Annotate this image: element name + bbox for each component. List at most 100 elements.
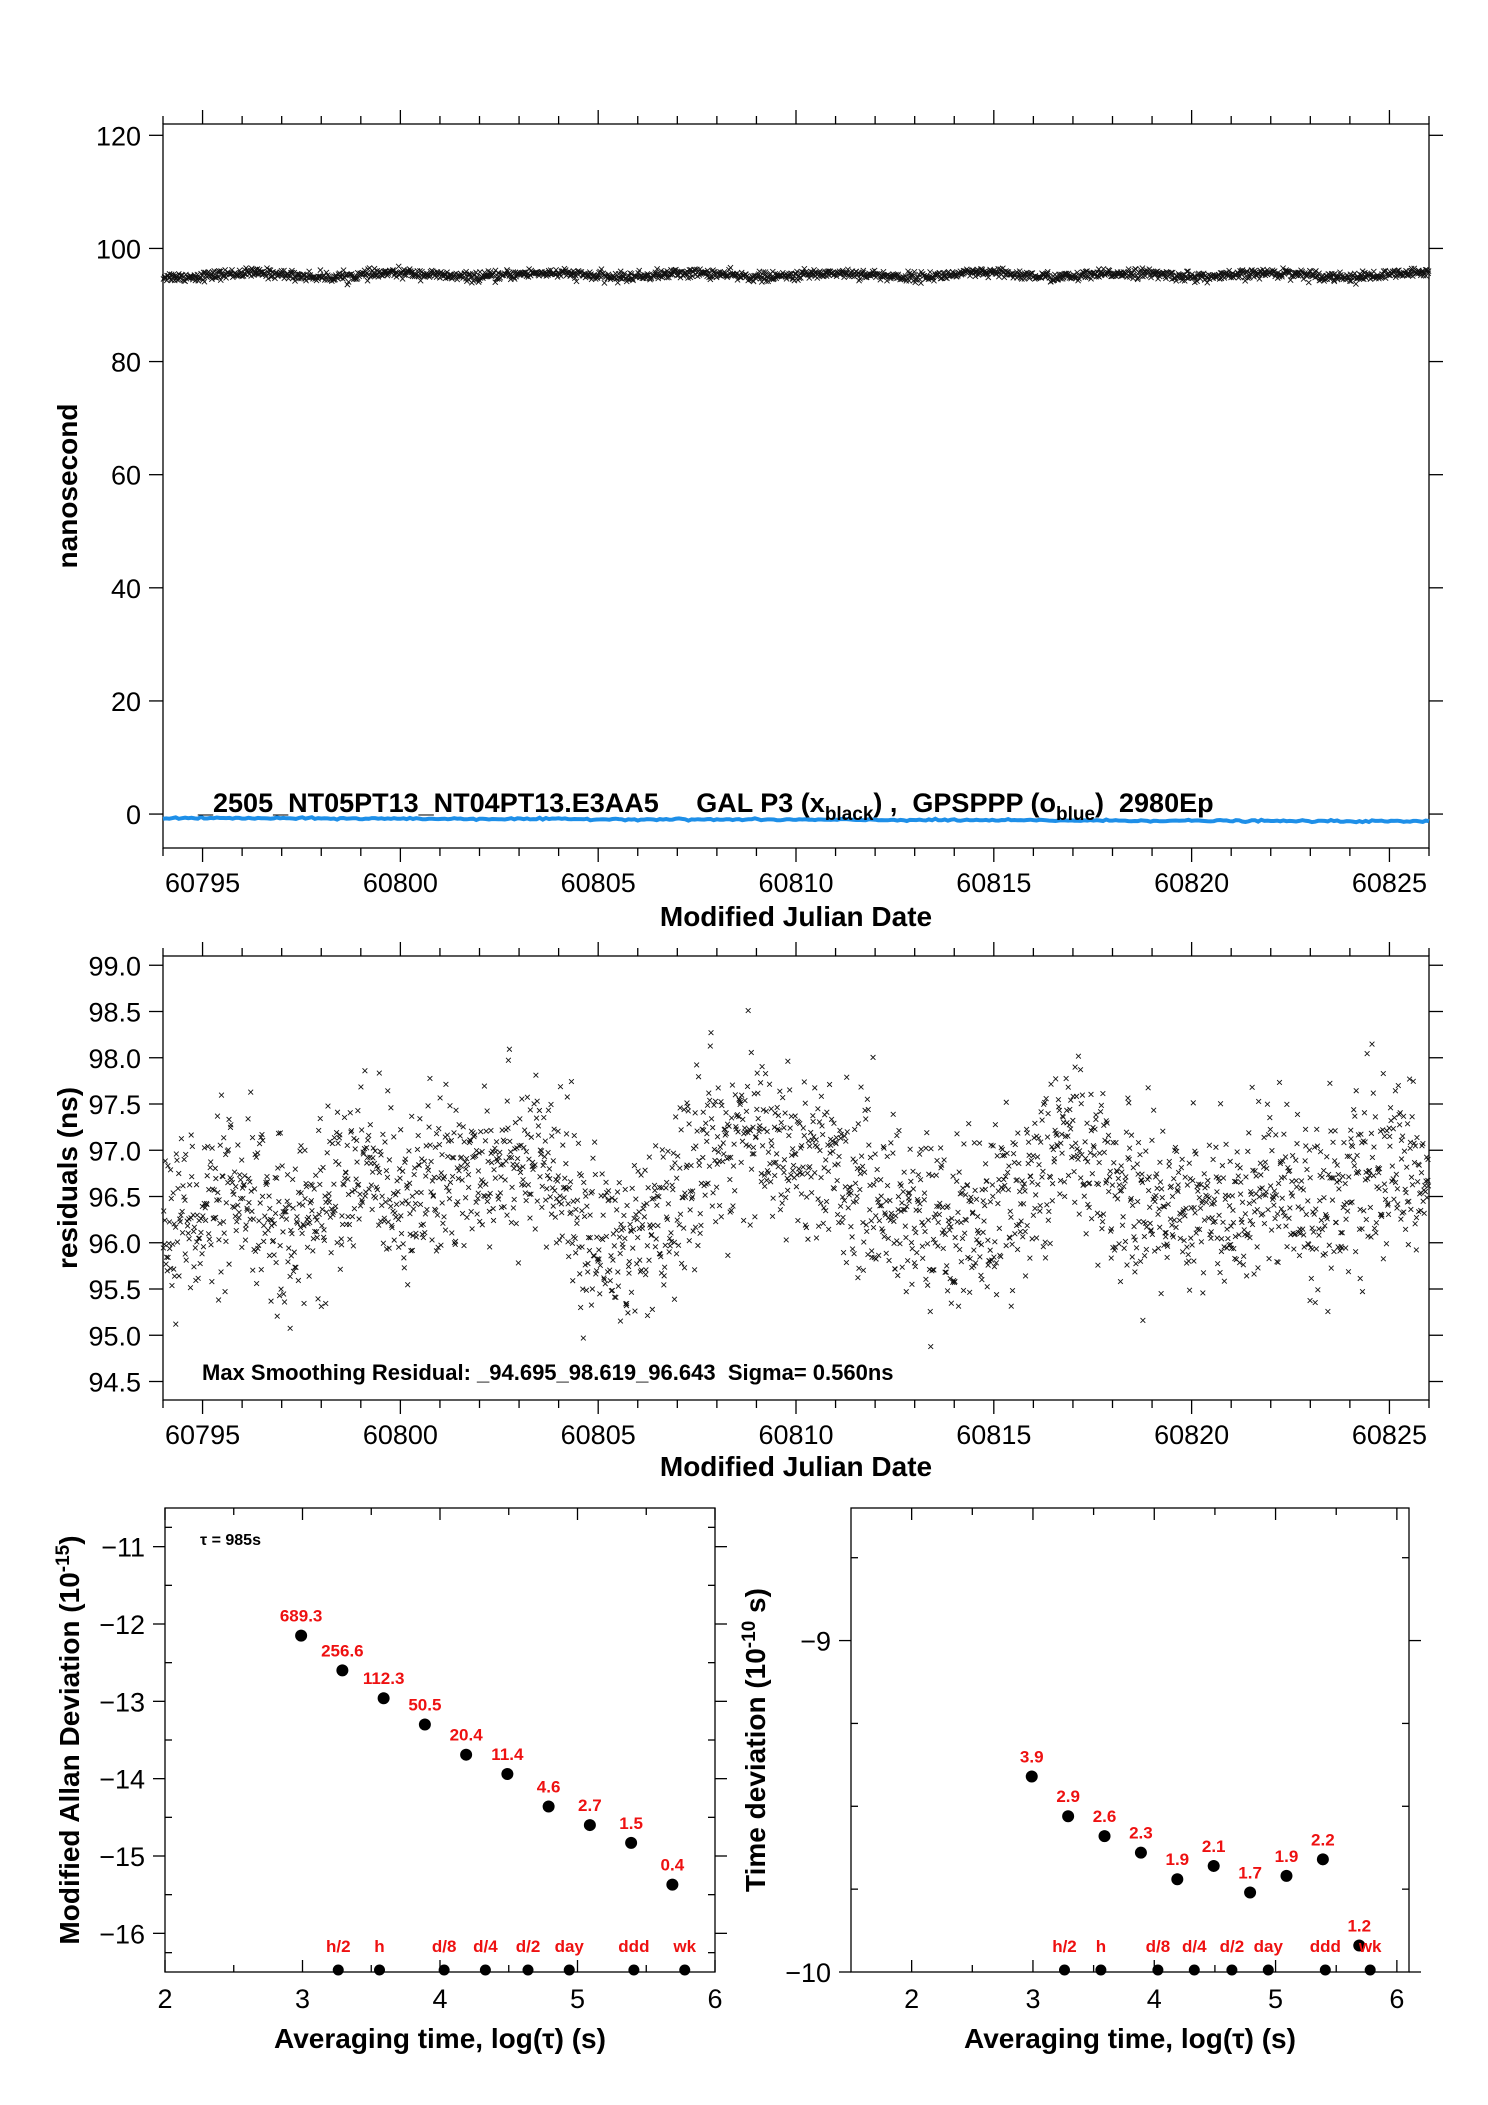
residual-point — [1279, 1158, 1286, 1164]
residual-point — [1148, 1227, 1154, 1233]
residual-point — [630, 1226, 637, 1233]
residual-point — [693, 1143, 699, 1149]
residual-point — [781, 1169, 787, 1176]
residual-point — [978, 1272, 984, 1279]
residual-point — [999, 1152, 1006, 1159]
residual-point — [184, 1223, 191, 1229]
residual-point — [796, 1166, 802, 1172]
residual-point — [346, 1221, 353, 1228]
residual-point — [800, 1125, 807, 1131]
residual-point — [1299, 1226, 1306, 1232]
residual-point — [668, 1230, 674, 1236]
residual-point — [542, 1197, 549, 1203]
residual-point — [833, 1134, 840, 1141]
top-black-point — [727, 264, 734, 271]
residual-point — [455, 1198, 461, 1205]
residual-point — [909, 1245, 915, 1252]
residual-point — [669, 1165, 675, 1171]
residual-point — [923, 1276, 929, 1283]
residual-point — [814, 1144, 820, 1150]
residual-point — [863, 1116, 869, 1122]
residual-point — [603, 1233, 610, 1240]
residual-point — [1034, 1154, 1041, 1160]
residual-point — [617, 1250, 623, 1257]
allan-point — [501, 1768, 514, 1781]
residual-point — [364, 1154, 371, 1161]
residual-point — [1198, 1239, 1205, 1245]
residual-point — [447, 1179, 454, 1186]
residual-point — [1372, 1114, 1379, 1120]
residual-point — [236, 1214, 242, 1221]
residual-point — [1182, 1174, 1188, 1180]
residual-point — [508, 1154, 515, 1161]
residual-point — [924, 1282, 931, 1288]
residual-point — [1213, 1144, 1219, 1150]
top-black-point — [796, 275, 803, 281]
residual-point — [282, 1209, 288, 1215]
residual-point — [1193, 1151, 1199, 1157]
residual-point — [465, 1184, 472, 1191]
residual-point — [991, 1254, 997, 1260]
residual-point — [1124, 1262, 1130, 1268]
residual-point — [1008, 1303, 1014, 1309]
allan-time-marker — [438, 1964, 450, 1976]
residual-point — [1057, 1191, 1063, 1197]
residuals-ytick-label: 98.0 — [88, 1044, 141, 1074]
residual-point — [605, 1188, 612, 1194]
residual-point — [704, 1138, 710, 1145]
top-black-point — [1082, 268, 1089, 275]
residual-point — [170, 1190, 176, 1196]
residual-point — [527, 1215, 533, 1221]
residual-point — [650, 1222, 657, 1228]
residual-point — [807, 1164, 813, 1170]
residual-point — [782, 1110, 788, 1116]
residual-point — [407, 1210, 413, 1217]
residual-point — [819, 1123, 825, 1129]
residual-point — [1174, 1187, 1181, 1193]
top-black-point — [474, 273, 481, 280]
residual-point — [1401, 1148, 1408, 1154]
residual-point — [289, 1230, 295, 1237]
residual-point — [1003, 1242, 1009, 1249]
residual-point — [244, 1207, 251, 1213]
residual-point — [1240, 1253, 1247, 1259]
residual-point — [1060, 1114, 1066, 1120]
residual-point — [167, 1167, 174, 1173]
residual-point — [1081, 1193, 1088, 1199]
residual-point — [854, 1193, 860, 1199]
residual-point — [1299, 1206, 1305, 1212]
residual-point — [260, 1238, 267, 1245]
residual-point — [1065, 1084, 1071, 1090]
tdev-ytick-label: −10 — [785, 1958, 831, 1988]
tdev-time-marker-label: wk — [1358, 1937, 1382, 1956]
residual-point — [1220, 1175, 1227, 1181]
top-xtick-label: 60810 — [758, 868, 833, 898]
residual-point — [731, 1188, 738, 1194]
residual-point — [815, 1196, 821, 1202]
residual-point — [511, 1196, 517, 1203]
residual-point — [1117, 1188, 1123, 1194]
residual-point — [479, 1222, 486, 1228]
top-black-point — [594, 273, 600, 279]
residual-point — [615, 1269, 621, 1275]
residual-point — [1380, 1256, 1387, 1262]
residual-point — [198, 1229, 204, 1236]
residual-point — [611, 1243, 618, 1249]
residual-point — [1229, 1193, 1236, 1199]
residual-point — [170, 1266, 177, 1272]
residual-point — [620, 1244, 626, 1251]
residual-point — [338, 1242, 345, 1248]
residual-point — [565, 1201, 571, 1207]
residual-point — [186, 1236, 192, 1242]
top-black-point — [652, 271, 658, 277]
residual-point — [1272, 1215, 1278, 1222]
residual-point — [558, 1209, 565, 1216]
top-black-point — [1185, 268, 1191, 275]
residual-point — [974, 1213, 981, 1220]
residual-point — [822, 1207, 829, 1214]
residual-point — [335, 1140, 341, 1146]
residual-point — [743, 1108, 750, 1114]
residual-point — [1306, 1147, 1313, 1153]
residual-point — [1269, 1147, 1275, 1154]
residual-point — [351, 1135, 357, 1142]
